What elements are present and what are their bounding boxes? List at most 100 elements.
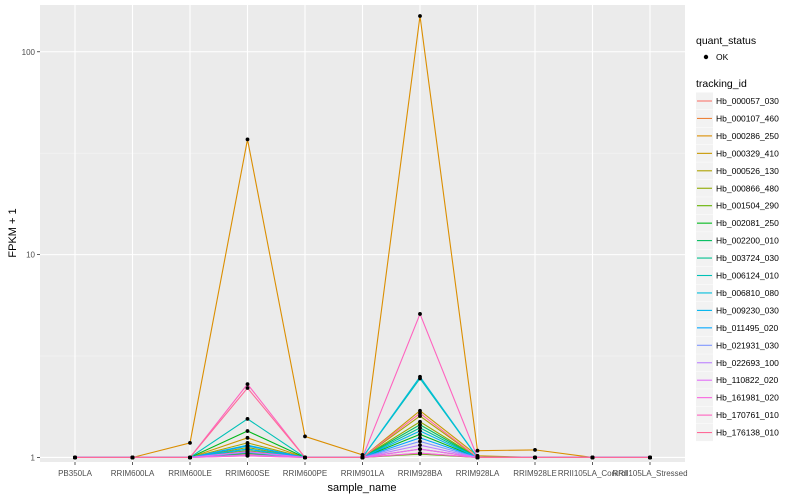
legend-item: Hb_000866_480 bbox=[696, 179, 779, 197]
data-point bbox=[245, 429, 250, 433]
data-point bbox=[188, 455, 192, 460]
data-point bbox=[418, 439, 422, 444]
data-point bbox=[245, 137, 250, 142]
legend-label: Hb_000286_250 bbox=[716, 131, 779, 141]
legend-item: Hb_003724_030 bbox=[696, 249, 779, 267]
data-point bbox=[245, 435, 250, 440]
data-point bbox=[303, 455, 307, 460]
x-axis: PB350LA RRIM600LA RRIM600LE RRIM600SE RRIM60… bbox=[58, 462, 688, 478]
legend-item: Hb_002200_010 bbox=[696, 232, 779, 250]
legend-label: Hb_000866_480 bbox=[716, 183, 779, 193]
data-point bbox=[245, 453, 250, 458]
x-tick-label: RRII105LA_Stressed bbox=[612, 469, 687, 478]
data-point bbox=[130, 455, 135, 460]
legend-item: Hb_176138_010 bbox=[696, 424, 779, 442]
legend-item: Hb_009230_030 bbox=[696, 301, 779, 319]
data-point bbox=[418, 447, 422, 451]
legend-label: Hb_000329_410 bbox=[716, 148, 779, 158]
legend-quant-label: OK bbox=[716, 52, 729, 62]
legend-item: Hb_006124_010 bbox=[696, 267, 779, 284]
data-point bbox=[73, 455, 77, 460]
data-point bbox=[533, 455, 537, 460]
x-tick-label: PB350LA bbox=[58, 469, 92, 478]
legend-quant-key bbox=[703, 54, 709, 60]
y-tick-label: 10 bbox=[26, 251, 35, 260]
data-point bbox=[418, 374, 422, 379]
data-point bbox=[360, 455, 365, 460]
legend-item: Hb_000107_460 bbox=[696, 109, 779, 127]
legend-item: Hb_000526_130 bbox=[696, 162, 779, 180]
legend-label: Hb_176138_010 bbox=[716, 428, 779, 438]
data-point bbox=[418, 408, 422, 413]
data-point bbox=[245, 416, 250, 421]
x-tick-label: RRII105LA_Control bbox=[558, 469, 628, 478]
legend-item: Hb_161981_020 bbox=[696, 389, 779, 407]
x-tick-label: RRIM600SE bbox=[225, 469, 269, 478]
legend-item: Hb_000286_250 bbox=[696, 127, 779, 145]
legend-label: Hb_000526_130 bbox=[716, 166, 779, 176]
data-point bbox=[245, 382, 250, 386]
legend-item: Hb_006810_080 bbox=[696, 284, 779, 302]
data-point bbox=[418, 429, 422, 433]
x-tick-label: RRIM600LA bbox=[111, 469, 155, 478]
data-point bbox=[418, 425, 422, 430]
x-tick-label: RRIM600LE bbox=[168, 469, 212, 478]
legend-item: Hb_002081_250 bbox=[696, 214, 779, 232]
legend-label: Hb_009230_030 bbox=[716, 305, 779, 315]
y-tick-label: 1 bbox=[31, 453, 36, 462]
legend-label: Hb_006810_080 bbox=[716, 288, 779, 298]
y-axis-title: FPKM + 1 bbox=[7, 208, 19, 257]
legend-item: Hb_000329_410 bbox=[696, 144, 779, 162]
x-axis-title: sample_name bbox=[327, 482, 396, 494]
data-point bbox=[418, 422, 422, 427]
legend-item: Hb_170761_010 bbox=[696, 406, 779, 424]
data-point bbox=[648, 455, 652, 460]
data-point bbox=[475, 448, 480, 453]
data-point bbox=[475, 455, 480, 460]
data-point bbox=[245, 386, 250, 390]
data-point bbox=[418, 14, 422, 18]
data-point bbox=[418, 411, 422, 416]
data-point bbox=[188, 440, 192, 445]
legend-tracking-id: tracking_id Hb_000057_030 Hb_000107_460 Hb… bbox=[696, 78, 779, 442]
data-points bbox=[73, 14, 652, 460]
legend-item: Hb_001504_290 bbox=[696, 197, 779, 215]
legend-label: Hb_002200_010 bbox=[716, 236, 779, 246]
data-point bbox=[418, 443, 422, 448]
data-point bbox=[360, 452, 365, 457]
x-tick-label: RRIM600PE bbox=[283, 469, 327, 478]
legend-label: Hb_000057_030 bbox=[716, 96, 779, 106]
legend-label: Hb_110822_020 bbox=[716, 375, 779, 385]
legend-title: tracking_id bbox=[696, 78, 747, 90]
legend-label: Hb_003724_030 bbox=[716, 253, 779, 263]
data-point bbox=[590, 455, 595, 460]
legend-quant-title: quant_status bbox=[696, 35, 756, 47]
data-point bbox=[418, 414, 422, 418]
data-point bbox=[245, 444, 250, 448]
legend-item: Hb_011495_020 bbox=[696, 319, 779, 337]
legend-label: Hb_170761_010 bbox=[716, 410, 779, 420]
x-tick-label: RRIM928BA bbox=[398, 469, 443, 478]
legend-label: Hb_161981_020 bbox=[716, 393, 779, 403]
data-point bbox=[418, 451, 422, 456]
legend-label: Hb_011495_020 bbox=[716, 323, 779, 333]
legend-label: Hb_021931_030 bbox=[716, 340, 779, 350]
legend-item: Hb_021931_030 bbox=[696, 336, 779, 354]
legend-quant-status: quant_status OK bbox=[696, 35, 756, 62]
data-point bbox=[245, 449, 250, 454]
x-tick-label: RRIM928LA bbox=[456, 469, 500, 478]
legend-item: Hb_110822_020 bbox=[696, 371, 779, 389]
data-point bbox=[418, 432, 422, 437]
legend-label: Hb_001504_290 bbox=[716, 201, 779, 211]
data-point bbox=[533, 447, 537, 452]
data-point bbox=[418, 419, 422, 424]
legend-label: Hb_022693_100 bbox=[716, 358, 779, 368]
legend-item: Hb_022693_100 bbox=[696, 354, 779, 372]
legend-label: Hb_002081_250 bbox=[716, 218, 779, 228]
legend-label: Hb_006124_010 bbox=[716, 271, 779, 281]
x-tick-label: RRIM901LA bbox=[341, 469, 385, 478]
x-tick-label: RRIM928LE bbox=[513, 469, 557, 478]
legend-item: Hb_000057_030 bbox=[696, 92, 779, 110]
legend-label: Hb_000107_460 bbox=[716, 113, 779, 123]
